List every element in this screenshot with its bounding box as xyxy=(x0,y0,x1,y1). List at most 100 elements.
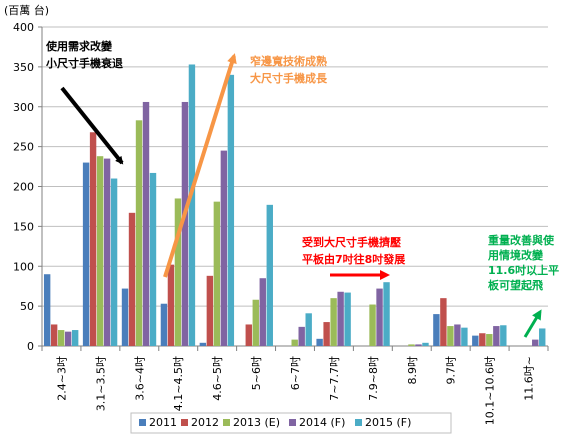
legend-swatch xyxy=(355,419,362,426)
bar-2011-1 xyxy=(82,162,90,346)
x-tick-label: 8.9吋 xyxy=(406,356,419,385)
x-tick-label: 7.9~8吋 xyxy=(367,356,380,401)
bar-2015f-6 xyxy=(305,313,312,346)
bar-2015f-0 xyxy=(71,330,79,346)
bar-2012-10 xyxy=(440,298,447,346)
bar-2015f-4 xyxy=(227,74,235,346)
bar-2013e-11 xyxy=(486,334,493,346)
x-tick-label: 9.7吋 xyxy=(445,356,458,385)
bar-2014f-5 xyxy=(259,278,266,346)
bar-2012-11 xyxy=(479,333,486,346)
y-tick-label: 100 xyxy=(13,260,34,273)
bar-2014f-4 xyxy=(220,150,228,346)
bar-2013e-4 xyxy=(213,201,221,346)
legend-label: 2012 xyxy=(191,416,219,429)
x-tick-label: 11.6吋~ xyxy=(523,356,536,401)
legend-label: 2011 xyxy=(149,416,177,429)
bar-2013e-9 xyxy=(408,344,415,346)
y-tick-label: 400 xyxy=(13,21,34,34)
legend-label: 2013 (E) xyxy=(233,416,280,429)
legend-swatch xyxy=(223,419,230,426)
bar-2013e-3 xyxy=(174,198,182,346)
bar-2013e-8 xyxy=(369,304,376,346)
y-tick-label: 300 xyxy=(13,101,34,114)
y-tick-label: 200 xyxy=(13,181,34,194)
bar-2012-2 xyxy=(128,212,136,346)
annotation-text: 窄邊寬技術成熟 xyxy=(250,54,327,68)
annotation-text: 重量改善與使 xyxy=(488,233,555,247)
x-tick-label: 6~7吋 xyxy=(289,356,302,390)
bar-2014f-8 xyxy=(376,288,383,346)
x-tick-label: 5~6吋 xyxy=(250,356,263,390)
unit-label: (百萬 台) xyxy=(4,3,49,17)
bar-2013e-6 xyxy=(291,339,298,346)
bar-2013e-10 xyxy=(447,326,454,346)
bar-2014f-2 xyxy=(142,101,150,346)
bar-2011-7 xyxy=(316,338,323,346)
bar-2015f-3 xyxy=(188,64,196,347)
black-arrow xyxy=(60,86,124,165)
orange-arrow xyxy=(163,53,237,278)
legend-label: 2015 (F) xyxy=(365,416,411,429)
annotation-text: 用情境改變 xyxy=(488,248,544,262)
bar-2014f-3 xyxy=(181,101,189,346)
bar-2012-7 xyxy=(323,322,330,346)
x-tick-label: 4.6~5吋 xyxy=(211,356,224,401)
bar-2013e-1 xyxy=(96,156,104,346)
bar-2015f-11 xyxy=(500,325,507,346)
bar-2011-3 xyxy=(160,303,168,346)
legend-label: 2014 (F) xyxy=(299,416,345,429)
bar-2014f-11 xyxy=(493,326,500,346)
bar-2014f-12 xyxy=(532,339,539,346)
annotation-text: 平板由7吋往8吋發展 xyxy=(302,252,406,266)
bar-2013e-7 xyxy=(330,298,337,346)
legend: 2011 2012 2013 (E) 2014 (F) 2015 (F) xyxy=(130,412,452,434)
x-tick-label: 7~7.7吋 xyxy=(328,356,341,401)
x-tick-label: 2.4~3吋 xyxy=(55,356,68,401)
bar-2015f-9 xyxy=(422,342,429,346)
bar-2015f-8 xyxy=(383,282,390,346)
bar-2012-4 xyxy=(206,275,214,346)
bar-2014f-1 xyxy=(103,158,111,346)
bar-2015f-5 xyxy=(266,204,273,346)
bar-2015f-7 xyxy=(344,292,351,346)
axes: (百萬 台) 0 50 100 150 200 250 300 350 400 2.4~3吋 3.1~… xyxy=(4,3,549,425)
bar-2014f-0 xyxy=(64,331,72,346)
bar-2013e-2 xyxy=(135,120,143,347)
bar-2013e-5 xyxy=(252,299,259,346)
annotation-text: 大尺寸手機成長 xyxy=(250,71,328,85)
bar-2011-11 xyxy=(472,335,479,346)
bar-2011-4 xyxy=(199,342,207,346)
annotation-text: 小尺寸手機衰退 xyxy=(45,56,123,70)
x-tick-label: 3.6~4吋 xyxy=(133,356,146,401)
y-tick-label: 50 xyxy=(20,300,34,313)
x-tick-label: 4.1~4.5吋 xyxy=(172,356,185,411)
annotation-text: 11.6吋以上平 xyxy=(488,263,559,277)
y-tick-label: 150 xyxy=(13,220,34,233)
bar-2011-0 xyxy=(43,274,51,346)
bar-2011-2 xyxy=(121,288,129,346)
annotation-text: 受到大尺寸手機擠壓 xyxy=(302,235,401,249)
bar-2014f-6 xyxy=(298,326,305,346)
legend-swatch xyxy=(289,419,296,426)
bar-2012-1 xyxy=(89,132,97,346)
bar-2012-3 xyxy=(167,264,175,346)
bar-2014f-7 xyxy=(337,291,344,346)
legend-swatch xyxy=(181,419,188,426)
y-tick-label: 350 xyxy=(13,61,34,74)
bar-2015f-12 xyxy=(539,328,546,346)
bar-2011-10 xyxy=(433,314,440,346)
grid-lines xyxy=(42,26,548,307)
bar-2014f-9 xyxy=(415,344,422,346)
annotation-text: 板可望起飛 xyxy=(488,278,543,292)
bar-2012-0 xyxy=(50,324,58,346)
bar-2014f-10 xyxy=(454,324,461,346)
y-tick-label: 250 xyxy=(13,141,34,154)
x-tick-label: 10.1~10.6吋 xyxy=(484,356,497,425)
legend-swatch xyxy=(139,419,146,426)
green-arrow xyxy=(523,309,542,338)
x-tick-label: 3.1~3.5吋 xyxy=(94,356,107,411)
